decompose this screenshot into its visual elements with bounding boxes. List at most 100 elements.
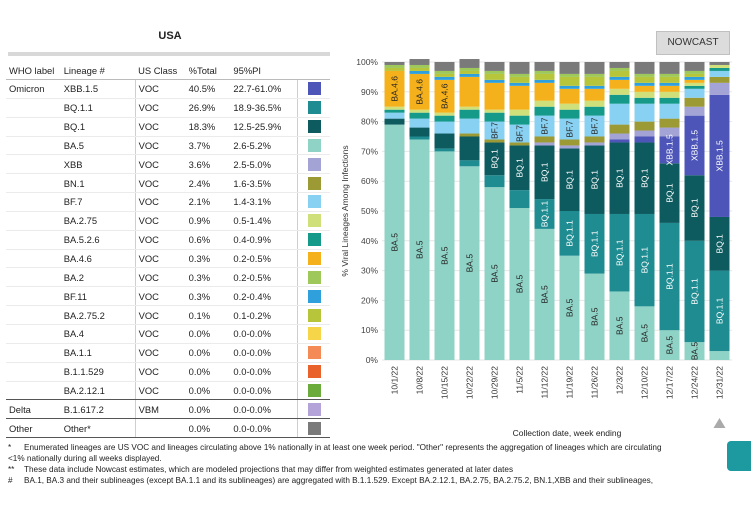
bar-segment — [509, 76, 530, 83]
bar-segment — [434, 148, 455, 152]
lineage-cell: BA.2 — [60, 267, 136, 288]
percent-total-cell: 0.0% — [185, 399, 231, 420]
bar-segment — [659, 222, 680, 331]
feedback-tab[interactable] — [727, 441, 751, 471]
bar-segment — [634, 213, 655, 307]
bar-segment — [409, 118, 430, 128]
table-row: BA.2.75.2 VOC 0.1% 0.1-0.2% — [6, 305, 330, 325]
bar-segment — [509, 142, 530, 146]
pi-cell: 0.4-0.9% — [230, 230, 298, 250]
segment-label: BA.4.6 — [440, 83, 450, 109]
color-swatch — [307, 138, 321, 152]
segment-label: BA.4.6 — [415, 79, 425, 105]
footnote: * Enumerated lineages are US VOC and line… — [8, 443, 662, 452]
bar-segment — [684, 88, 705, 98]
bar-segment — [634, 76, 655, 83]
bar-segment — [659, 76, 680, 83]
us-class-cell: VOC — [134, 362, 186, 382]
bar-segment — [684, 62, 705, 71]
who-label-cell — [6, 324, 61, 344]
color-swatch-cell — [296, 362, 330, 382]
color-swatch — [307, 402, 321, 416]
who-label-cell — [6, 154, 61, 175]
segment-label: BQ.1.1 — [540, 200, 550, 227]
bar-segment — [509, 73, 530, 77]
lineage-cell: BA.5.2.6 — [60, 230, 136, 250]
bar-segment — [459, 109, 480, 119]
segment-label: BA.5 — [415, 240, 425, 259]
us-class-cell: VOC — [134, 286, 186, 307]
bar-segment — [634, 62, 655, 74]
bar-segment — [684, 73, 705, 77]
segment-label: XBB.1.5 — [665, 134, 675, 165]
bar-segment — [659, 136, 680, 164]
pi-cell: 0.2-0.5% — [230, 249, 298, 269]
bar-segment — [484, 121, 505, 140]
bar-segment — [409, 67, 430, 71]
color-swatch-cell — [296, 381, 330, 401]
bar-segment — [484, 79, 505, 83]
bar-segment — [509, 208, 530, 360]
footnote-marker: # — [8, 476, 13, 485]
bar-segment — [534, 100, 555, 107]
bar-segment — [709, 270, 730, 352]
pi-cell: 0.2-0.4% — [230, 286, 298, 307]
nowcast-button[interactable]: NOWCAST — [656, 31, 730, 55]
bar-segment — [609, 62, 630, 68]
color-swatch-cell — [296, 418, 330, 439]
bar-segment — [434, 151, 455, 360]
bar-segment — [634, 130, 655, 137]
bar-segment — [409, 127, 430, 137]
segment-label: BQ.1 — [690, 198, 700, 218]
header-us-class: US Class — [135, 61, 186, 80]
bar-segment — [384, 124, 405, 360]
segment-label: BQ.1 — [715, 234, 725, 254]
table-row: BA.2 VOC 0.3% 0.2-0.5% — [6, 267, 330, 288]
color-swatch — [307, 327, 321, 341]
color-swatch-cell — [296, 173, 330, 194]
bar-segment — [584, 76, 605, 86]
bar-segment — [659, 82, 680, 86]
pi-cell: 0.5-1.4% — [230, 211, 298, 231]
table-row: BF.11 VOC 0.3% 0.2-0.4% — [6, 286, 330, 307]
color-swatch — [307, 101, 321, 115]
bar-segment — [559, 148, 580, 211]
bar-segment — [609, 103, 630, 125]
us-class-cell: VOC — [134, 305, 186, 325]
x-tick-label: 12/31/22 — [715, 366, 725, 399]
segment-label: BA.5 — [390, 233, 400, 252]
bar-segment — [484, 142, 505, 176]
bar-segment — [434, 133, 455, 149]
bar-segment — [559, 118, 580, 140]
nowcast-marker-icon — [713, 418, 726, 428]
segment-label: BA.5 — [665, 336, 675, 355]
bar-segment — [634, 142, 655, 214]
segment-label: BA.5 — [690, 342, 700, 361]
bar-segment — [409, 59, 430, 65]
header-95-pi: 95%PI — [230, 61, 298, 80]
bar-segment — [459, 133, 480, 137]
bar-segment — [409, 136, 430, 140]
bar-segment — [584, 136, 605, 143]
table-header-row: WHO label Lineage # US Class %Total 95%P… — [6, 61, 330, 80]
pi-cell: 0.1-0.2% — [230, 305, 298, 325]
title-divider — [8, 52, 330, 56]
bar-segment — [659, 103, 680, 119]
who-label-cell — [6, 381, 61, 401]
bar-segment — [584, 273, 605, 360]
table-row: BA.4 VOC 0.0% 0.0-0.0% — [6, 324, 330, 344]
bar-segment — [634, 306, 655, 360]
lineage-cell: XBB — [60, 154, 136, 175]
x-tick-label: 10/1/22 — [390, 366, 400, 395]
bar-segment — [459, 59, 480, 68]
y-tick-label: 50% — [361, 206, 378, 216]
bar-segment — [584, 73, 605, 77]
y-tick-label: 60% — [361, 176, 378, 186]
segment-label: BQ.1 — [615, 168, 625, 188]
pi-cell: 12.5-25.9% — [230, 117, 298, 137]
pi-cell: 0.2-0.5% — [230, 267, 298, 288]
footnote-text: <1% nationally during all weeks displaye… — [8, 454, 162, 463]
bar-segment — [509, 115, 530, 125]
x-tick-label: 12/17/22 — [665, 366, 675, 399]
bar-segment — [684, 82, 705, 86]
